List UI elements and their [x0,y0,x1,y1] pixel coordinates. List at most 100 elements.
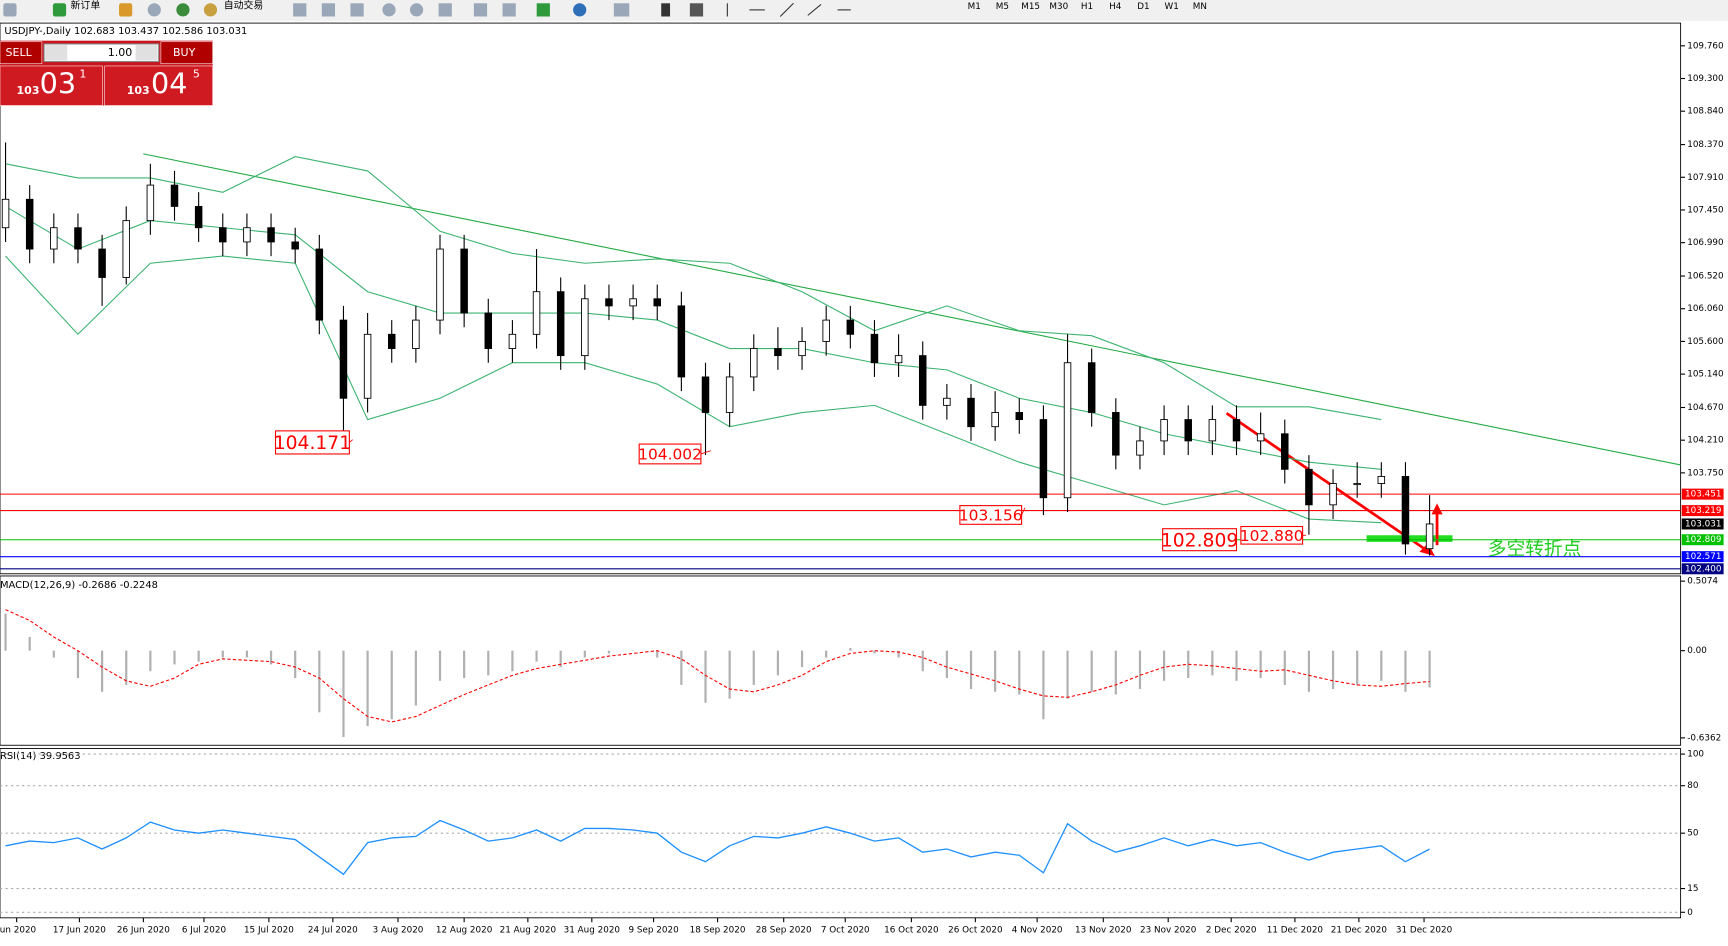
candle-body [1,198,10,229]
timeframe-button[interactable]: M1 [968,2,981,12]
timeframe-button[interactable]: M30 [1049,2,1068,12]
x-tick-label: 18 Sep 2020 [690,925,746,935]
annotation-box [638,443,702,465]
macd-bar [1235,650,1238,681]
candle-body [267,227,275,243]
x-tick-label: 2 Dec 2020 [1206,925,1257,935]
candle-body [436,248,444,321]
candle-body [74,227,82,250]
macd-bar [656,650,659,658]
timeframe-button[interactable]: W1 [1165,2,1179,12]
y-tick-label: 108.840 [1687,107,1724,117]
current-price-tag [1681,518,1724,530]
macd-bar [390,650,393,720]
price-level-label: 103.451 [1685,490,1721,500]
timeframe-button[interactable]: MN [1193,2,1207,12]
buy-label[interactable]: BUY [173,46,196,59]
macd-bar [728,650,731,699]
timeframe-button[interactable]: M15 [1021,2,1040,12]
candle-body [750,348,758,378]
macd-bar [800,650,804,668]
macd-bar [873,650,876,654]
annotation: 102.880 [1240,527,1304,545]
new-order-button[interactable]: 新订单 [71,0,101,11]
macd-bar [76,650,80,679]
timeframe-button[interactable]: H4 [1109,2,1122,12]
y-tick-label: 15 [1687,884,1698,894]
candle-body [291,241,299,250]
y-tick-label: 109.760 [1687,41,1724,51]
macd-bar [463,650,466,679]
candle-body [725,376,734,413]
macd-bar [197,650,200,662]
auto-trade-button[interactable]: 自动交易 [224,0,264,11]
candle-body [363,333,372,399]
macd-bar [245,650,249,658]
macd-bar [511,650,514,672]
candle-body [991,412,999,428]
macd-bar [1018,650,1021,695]
bid-point: 1 [79,68,86,81]
rsi-title: RSI(14) 39.9563 [0,751,81,762]
x-tick-label: 26 Jun 2020 [117,925,170,935]
y-tick-label: 108.370 [1687,140,1724,150]
macd-bar [366,650,369,727]
candle-body [846,319,855,335]
candle-body [1401,475,1410,545]
timeframe-button[interactable]: H1 [1081,2,1093,12]
candle-body [967,397,975,428]
volume-input[interactable] [43,43,160,63]
candle-body [1184,419,1192,442]
macd-bar [776,650,780,676]
annotation-box [274,430,350,455]
candle-body [1136,440,1144,456]
y-tick-label: 106.990 [1687,238,1724,248]
current-price-label: 103.031 [1685,519,1721,529]
macd-bar [52,650,55,658]
candle-body [870,333,879,364]
candle-body [1353,483,1361,486]
main-title: USDJPY-,Daily 102.683 103.437 102.586 10… [4,26,247,37]
buy-button[interactable] [160,41,213,65]
candle-body [1425,523,1434,550]
x-tick-label: 31 Dec 2020 [1396,925,1453,935]
y-tick-label: 105.600 [1687,337,1724,347]
macd-bar [1114,650,1117,695]
macd-bar [1042,650,1045,720]
y-tick-label: 80 [1687,781,1699,791]
y-tick-label: 106.520 [1687,272,1724,282]
x-tick-label: 6 Jul 2020 [182,925,227,935]
candle-body [170,184,179,207]
macd-bar [1404,650,1407,692]
price-level-label: 102.571 [1685,552,1721,562]
annotation-box [1162,528,1238,552]
sell-label[interactable]: SELL [6,46,33,59]
macd-bar [631,650,635,652]
candle-body [315,248,324,321]
timeframe-button[interactable]: D1 [1137,2,1149,12]
callout: 多空转折点 [1488,539,1582,560]
candle-body [1232,419,1241,442]
y-tick-label: -0.6362 [1687,733,1721,743]
x-tick-label: 13 Nov 2020 [1075,925,1132,935]
y-tick-label: 106.060 [1687,304,1724,314]
macd-bar [535,650,538,662]
volume[interactable]: 1.00 [108,46,133,59]
x-tick-label: 26 Oct 2020 [948,925,1003,935]
macd-bar [1356,650,1359,685]
candle-body [1087,362,1096,413]
x-tick-label: 11 Dec 2020 [1267,925,1324,935]
macd-bar [680,650,683,685]
bid-pips: 03 [40,67,76,101]
timeframe-button[interactable]: M5 [996,2,1009,12]
candle-body [822,319,830,342]
y-tick-label: 103.750 [1687,468,1724,478]
trade-panel: SELL BUY 1.00 103 03 1 103 04 5 [0,40,213,106]
x-tick-label: 23 Nov 2020 [1140,925,1197,935]
annotation-box [959,505,1023,525]
macd-bar [1307,650,1311,692]
x-tick-label: 17 Jun 2020 [53,925,106,935]
sell-button[interactable] [0,41,43,65]
